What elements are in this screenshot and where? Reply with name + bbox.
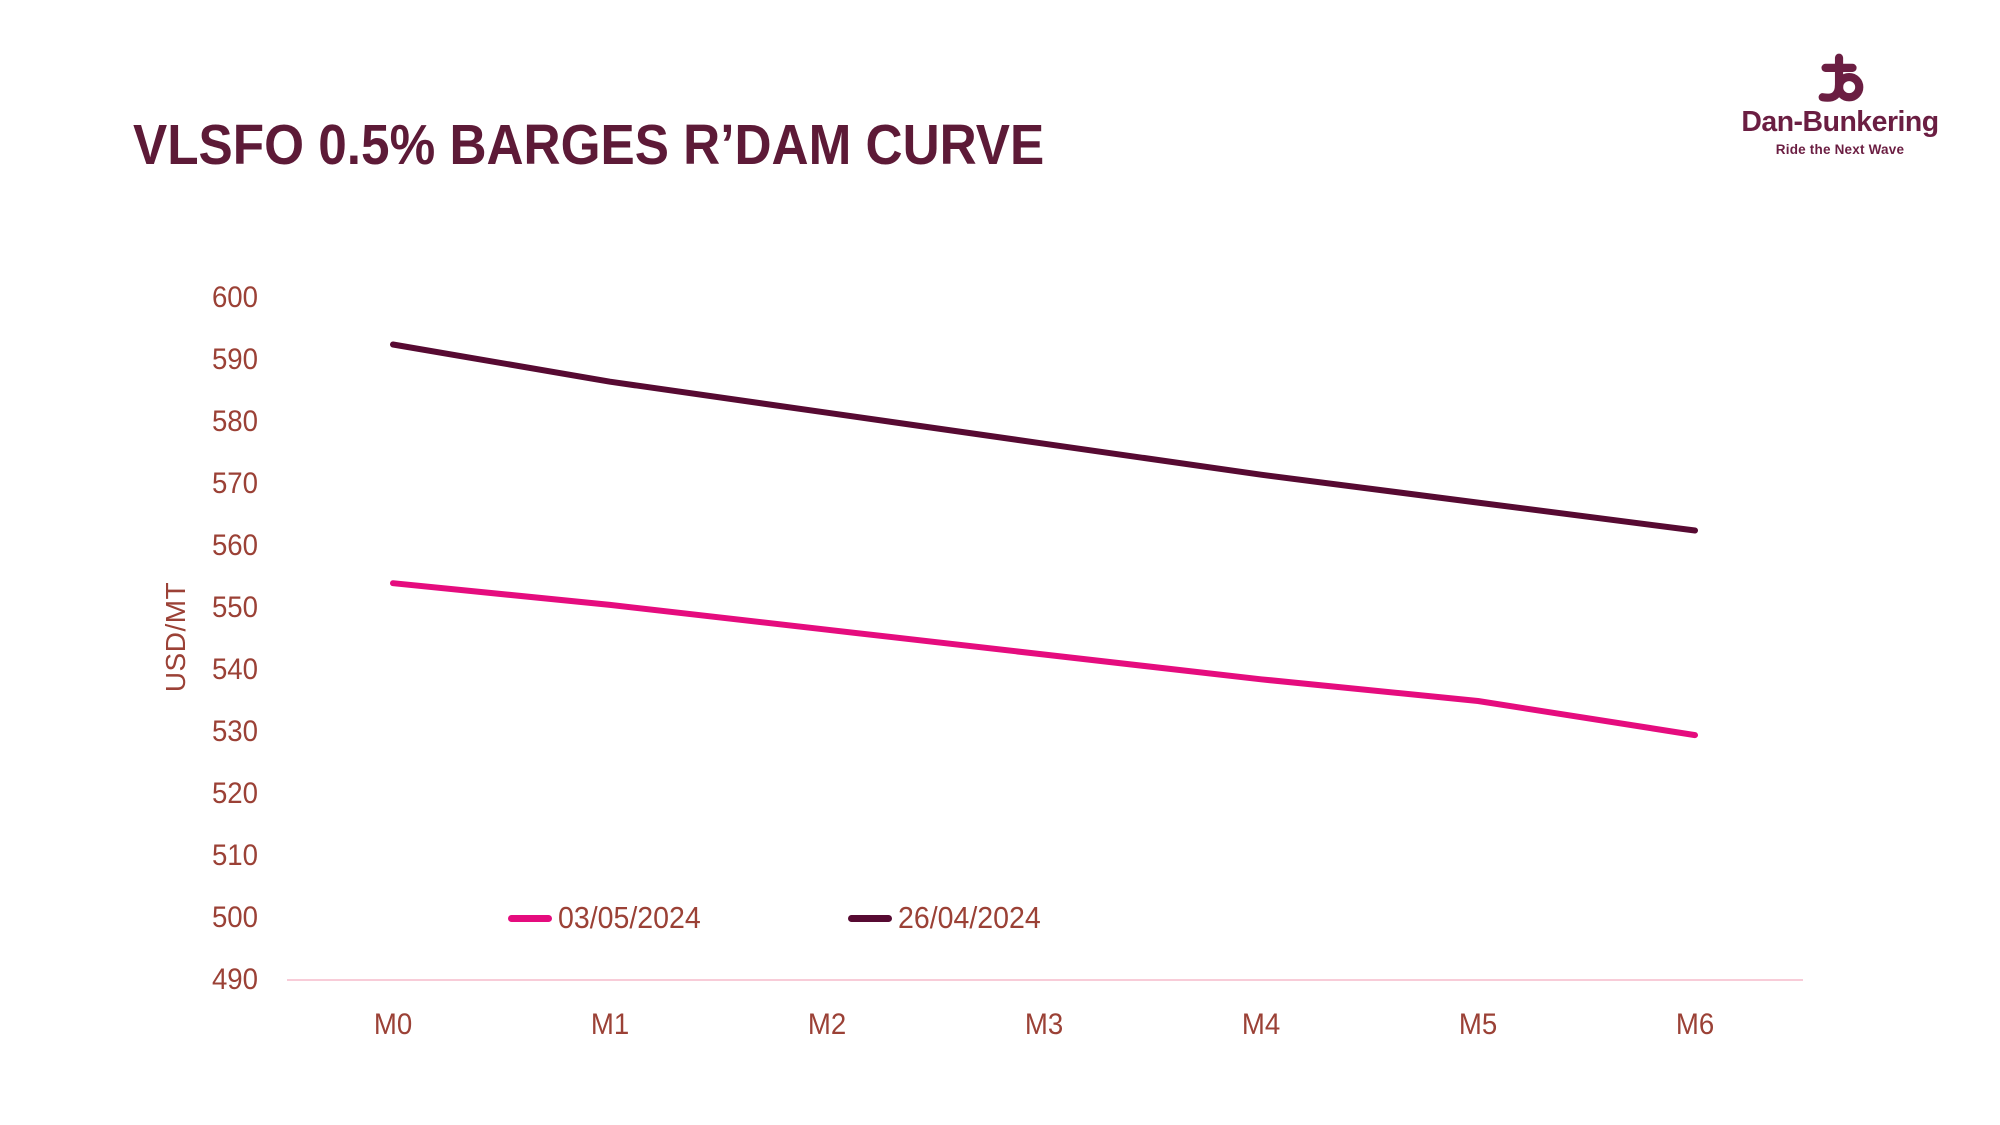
- legend-label: 26/04/2024: [898, 900, 1041, 935]
- x-tick-label: M4: [1241, 1008, 1281, 1041]
- y-tick-label: 570: [211, 467, 258, 500]
- logo-tagline: Ride the Next Wave: [1775, 142, 1905, 157]
- y-tick-label: 590: [211, 343, 258, 376]
- dan-bunkering-logo: Dan-Bunkering Ride the Next Wave: [1738, 52, 1942, 157]
- x-tick-label: M1: [590, 1008, 630, 1041]
- anchor-b-icon: [1818, 53, 1864, 102]
- y-tick-label: 560: [211, 529, 258, 562]
- logo-wordmark: Dan-Bunkering: [1741, 106, 1939, 138]
- series-line-0: [390, 580, 1698, 739]
- y-tick-label: 510: [211, 839, 258, 872]
- legend-item: 03/05/2024: [508, 899, 713, 937]
- y-tick-label: 540: [211, 653, 258, 686]
- y-tick-label: 600: [211, 281, 258, 314]
- y-tick-label: 490: [211, 963, 258, 996]
- y-tick-label: 550: [211, 591, 258, 624]
- legend-swatch: [508, 914, 552, 922]
- page-title: VLSFO 0.5% BARGES R’DAM CURVE: [133, 113, 1045, 177]
- x-tick-label: M3: [1024, 1008, 1064, 1041]
- x-tick-label: M5: [1458, 1008, 1498, 1041]
- x-tick-label: M0: [373, 1008, 413, 1041]
- x-tick-label: M2: [807, 1008, 847, 1041]
- y-tick-label: 530: [211, 715, 258, 748]
- legend-item: 26/04/2024: [848, 899, 1053, 937]
- y-tick-label: 500: [211, 901, 258, 934]
- legend-swatch: [848, 914, 892, 922]
- series-line-1: [390, 341, 1698, 534]
- y-tick-label: 580: [211, 405, 258, 438]
- legend-label: 03/05/2024: [558, 900, 701, 935]
- y-tick-label: 520: [211, 777, 258, 810]
- x-tick-label: M6: [1675, 1008, 1715, 1041]
